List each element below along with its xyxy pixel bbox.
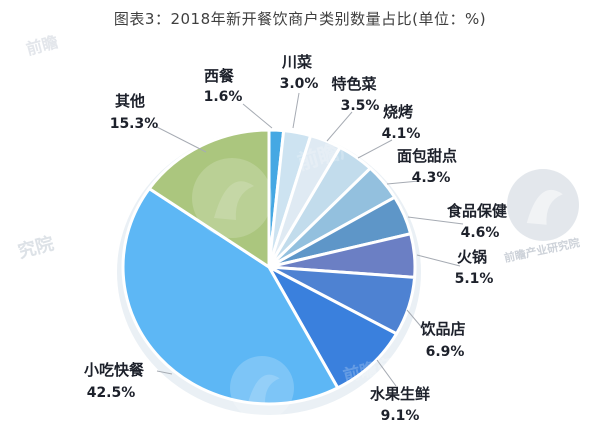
watermark-logo-icon [230,356,294,420]
slice-label-火锅: 火锅 [457,248,487,266]
slice-label-烧烤: 烧烤 [383,103,413,121]
slice-label-特色菜: 特色菜 [331,75,376,93]
leader-line-烧烤 [357,139,393,159]
slice-value-饮品店: 6.9% [426,344,465,360]
slice-label-西餐: 西餐 [204,67,235,85]
slice-value-面包甜点: 4.3% [412,170,451,186]
slice-value-特色菜: 3.5% [341,98,380,114]
leader-line-食品保健 [407,216,464,225]
pie-slice-小吃快餐 [121,187,340,406]
chart-title: 图表3：2018年新开餐饮商户类别数量占比(单位：%) [113,10,487,28]
watermark-logo-icon [507,169,579,241]
leader-line-面包甜点 [386,180,420,185]
slice-value-火锅: 5.1% [455,271,494,287]
slice-value-其他: 15.3% [110,116,159,132]
leader-line-特色菜 [326,111,353,142]
slice-value-小吃快餐: 42.5% [87,385,136,401]
slice-label-小吃快餐: 小吃快餐 [84,361,145,379]
leader-line-火锅 [416,254,461,267]
watermark-text: 前瞻 [24,32,60,59]
pie-slice-其他 [147,128,271,269]
pie-slice-水果生鲜 [267,265,398,390]
watermark-logo-icon [192,158,272,238]
leader-line-其他 [156,126,207,153]
slice-label-其他: 其他 [115,92,145,110]
slice-value-川菜: 3.0% [280,76,319,92]
slice-value-水果生鲜: 9.1% [381,408,420,424]
watermark-logo-icon-glyph [247,374,280,406]
watermark-logo-icon-glyph [214,181,254,220]
slice-label-面包甜点: 面包甜点 [397,147,457,165]
slice-label-饮品店: 饮品店 [419,320,465,338]
watermark-text: 究院 [16,232,56,263]
slice-value-烧烤: 4.1% [382,126,421,142]
leader-line-小吃快餐 [156,370,173,375]
slice-label-食品保健: 食品保健 [447,202,507,220]
slice-label-川菜: 川菜 [281,53,312,71]
slice-value-西餐: 1.6% [204,89,243,105]
slice-value-食品保健: 4.6% [461,225,500,241]
watermark-logo-icon-glyph [526,189,563,225]
leader-line-水果生鲜 [376,359,397,387]
leader-line-饮品店 [406,309,430,337]
leader-line-川菜 [292,92,300,129]
slice-label-水果生鲜: 水果生鲜 [370,385,430,403]
leader-line-西餐 [242,103,273,129]
